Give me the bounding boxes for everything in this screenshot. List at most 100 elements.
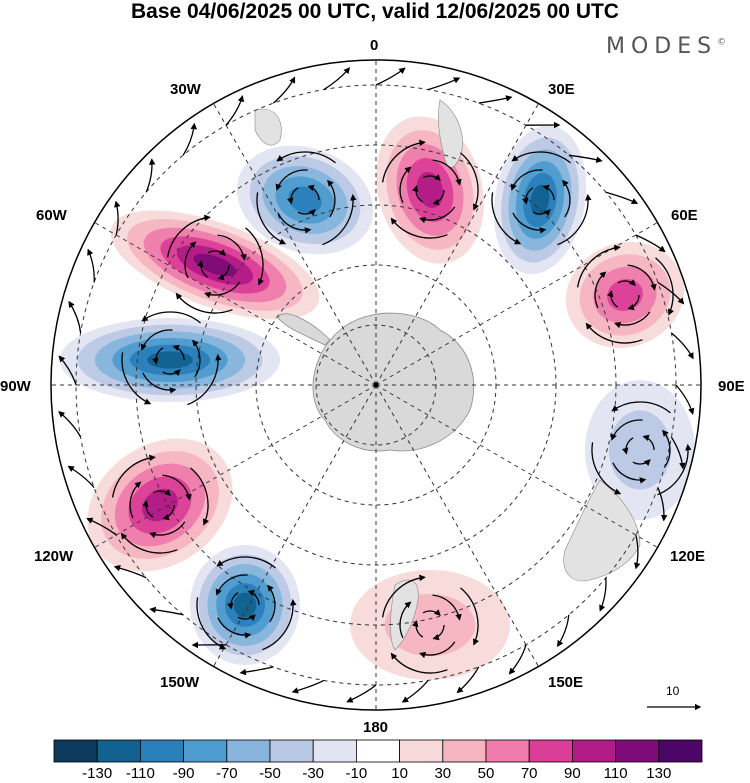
streamline (419, 641, 456, 659)
anomaly-center (60, 318, 280, 402)
streamline (635, 234, 666, 253)
streamline (175, 292, 233, 314)
streamline (512, 212, 547, 234)
streamline (140, 329, 173, 351)
reference-vector-label: 10 (666, 684, 680, 698)
streamline (675, 384, 695, 415)
streamline (456, 666, 480, 694)
streamline (655, 257, 674, 316)
streamline (346, 684, 377, 703)
streamline (216, 556, 276, 569)
streamline (227, 592, 239, 610)
wind-streamlines (58, 67, 695, 703)
streamline (217, 234, 247, 261)
streamline (607, 290, 619, 308)
colorbar-swatch (355, 739, 400, 763)
colorbar-tick-label: 10 (391, 765, 408, 782)
colorbar-swatch (226, 739, 271, 763)
streamline (87, 248, 95, 283)
streamline (217, 264, 230, 281)
streamline (245, 227, 264, 286)
streamline (162, 369, 181, 376)
streamline (323, 67, 351, 91)
streamline (207, 249, 226, 257)
streamline (166, 214, 211, 258)
streamline (432, 189, 445, 206)
streamline (591, 442, 622, 495)
colorbar-tick-label: 90 (564, 765, 581, 782)
streamline (152, 347, 164, 365)
streamline (614, 311, 651, 329)
colorbar-swatch (528, 739, 573, 763)
streamline (605, 191, 639, 204)
colorbar-tick-label: 70 (520, 765, 538, 782)
streamline (627, 264, 657, 291)
streamline (162, 504, 175, 521)
streamline (162, 474, 192, 501)
colorbar-tick-label: -70 (215, 765, 238, 782)
lon-label-60e: 60E (671, 207, 698, 224)
streamline (585, 322, 643, 344)
colorbar-tick-label: 50 (477, 765, 495, 782)
streamline (239, 666, 274, 676)
streamline (141, 311, 201, 324)
streamline (129, 481, 142, 519)
streamline (432, 594, 462, 621)
anomaly-center (236, 145, 374, 255)
streamline (460, 152, 479, 211)
streamline (478, 95, 513, 104)
colorbar-swatch (442, 739, 487, 763)
streamline (390, 217, 448, 239)
map-title: Base 04/06/2025 00 UTC, valid 12/06/2025… (131, 0, 619, 23)
streamline (657, 443, 692, 496)
colorbar-tick-label: -10 (345, 765, 368, 782)
streamline (632, 459, 651, 466)
colorbar-swatch (485, 739, 530, 763)
streamline (657, 487, 668, 522)
streamline (412, 620, 424, 638)
streamline (568, 154, 603, 163)
streamline (634, 534, 641, 570)
streamline (657, 281, 685, 305)
streamline (172, 344, 185, 361)
lon-label-90e: 90E (718, 378, 745, 395)
streamline (184, 241, 197, 279)
streamline (381, 574, 426, 618)
colorbar-swatch (572, 739, 617, 763)
streamline (267, 584, 276, 623)
colorbar-swatch (183, 739, 228, 763)
streamline (427, 77, 461, 91)
streamline (622, 437, 634, 455)
streamline (276, 151, 336, 164)
colorbar-swatch (96, 739, 141, 763)
colorbar-tick-label: -50 (259, 765, 281, 782)
streamline (187, 353, 222, 406)
lon-label-30w: 30W (170, 81, 201, 98)
streamline (190, 467, 209, 526)
streamline (557, 614, 570, 648)
streamline (532, 209, 551, 216)
streamline (327, 179, 336, 218)
streamline (277, 212, 312, 234)
lon-label-0: 0 (370, 37, 379, 54)
streamline (390, 652, 448, 674)
streamline (542, 184, 555, 201)
colorbar-swatch (658, 739, 703, 763)
streamline (510, 169, 543, 191)
streamline (412, 185, 424, 203)
streamline (149, 521, 186, 539)
streamline (375, 67, 406, 86)
anomaly-center (190, 545, 300, 665)
lon-label-180: 180 (363, 719, 389, 736)
streamline (217, 617, 252, 639)
streamline (611, 401, 671, 414)
lon-label-150e: 150E (548, 674, 584, 691)
anomaly-center (110, 210, 320, 320)
streamline (152, 489, 171, 497)
streamline (58, 355, 77, 386)
lon-label-30e: 30E (548, 81, 575, 98)
colorbar-swatch (269, 739, 314, 763)
graticule (51, 60, 701, 710)
anomaly-center (585, 380, 695, 520)
